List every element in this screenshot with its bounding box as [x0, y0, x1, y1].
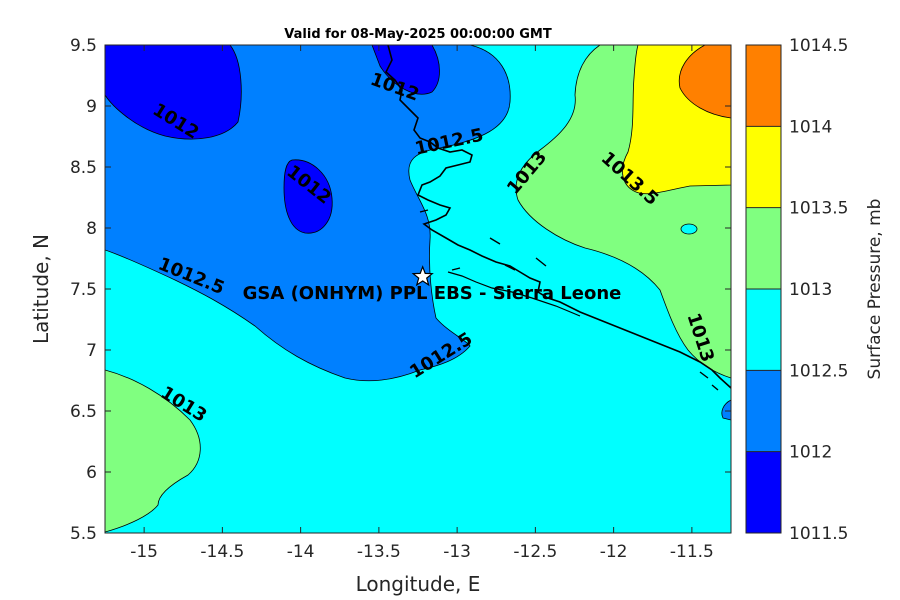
x-tick-label: -13.5	[357, 542, 401, 562]
y-tick-label: 7	[86, 341, 97, 361]
coastline-inner	[447, 271, 581, 317]
y-tick-label: 7.5	[70, 280, 97, 300]
colorbar-tick-label: 1012.5	[789, 361, 848, 381]
pressure-band-1011-5-north	[371, 45, 440, 95]
y-tick-label: 6.5	[70, 402, 97, 422]
x-axis-ticks: -15 -14.5 -14 -13.5 -13 -12.5 -12 -11.5	[130, 45, 714, 562]
x-axis-label: Longitude, E	[356, 572, 481, 596]
pressure-band-1012-east	[721, 399, 731, 421]
star-icon	[411, 265, 434, 287]
colorbar-swatch	[746, 207, 781, 289]
y-tick-label: 9.5	[70, 36, 97, 56]
colorbar-tick-label: 1011.5	[789, 524, 848, 544]
y-tick-label: 5.5	[70, 524, 97, 544]
colorbar-tick-label: 1012	[789, 443, 832, 463]
x-tick-label: -12	[600, 542, 628, 562]
colorbar-swatch	[746, 370, 781, 452]
pressure-band-1011-5-center	[283, 159, 333, 234]
x-tick-label: -14.5	[200, 542, 244, 562]
colorbar-swatch	[746, 451, 781, 533]
y-tick-label: 6	[86, 463, 97, 483]
station-label: GSA (ONHYM) PPL EBS - Sierra Leone	[243, 283, 622, 304]
x-tick-label: -14	[287, 542, 315, 562]
pressure-band-1013-southwest	[105, 369, 201, 533]
y-tick-label: 8.5	[70, 158, 97, 178]
pressure-band-1014	[678, 45, 731, 119]
pressure-band-1013-5-cell	[680, 223, 698, 235]
y-tick-label: 8	[86, 219, 97, 239]
colorbar-tick-label: 1014	[789, 117, 832, 137]
colorbar-tick-label: 1014.5	[789, 36, 848, 56]
coastline-islands	[419, 209, 719, 391]
y-tick-label: 9	[86, 97, 97, 117]
x-tick-label: -13	[443, 542, 471, 562]
y-axis-label: Latitude, N	[29, 234, 53, 344]
colorbar-swatch	[746, 45, 781, 127]
colorbar-tick-label: 1013.5	[789, 199, 848, 219]
figure-title: Valid for 08-May-2025 00:00:00 GMT	[284, 27, 552, 42]
coastline	[385, 45, 731, 389]
colorbar-swatch	[746, 126, 781, 208]
y-axis-ticks: 5.5 6 6.5 7 7.5 8 8.5 9 9.5	[70, 36, 731, 544]
x-tick-label: -15	[130, 542, 158, 562]
colorbar-tick-label: 1013	[789, 280, 832, 300]
colorbar: 1011.5 1012 1012.5 1013 1013.5 1014 1014.5	[745, 36, 848, 544]
colorbar-label: Surface Pressure, mb	[865, 199, 885, 380]
x-tick-label: -12.5	[513, 542, 557, 562]
colorbar-swatch	[746, 289, 781, 371]
pressure-band-1011-5-northwest	[105, 45, 242, 140]
x-tick-label: -11.5	[670, 542, 714, 562]
station-marker	[411, 265, 434, 287]
